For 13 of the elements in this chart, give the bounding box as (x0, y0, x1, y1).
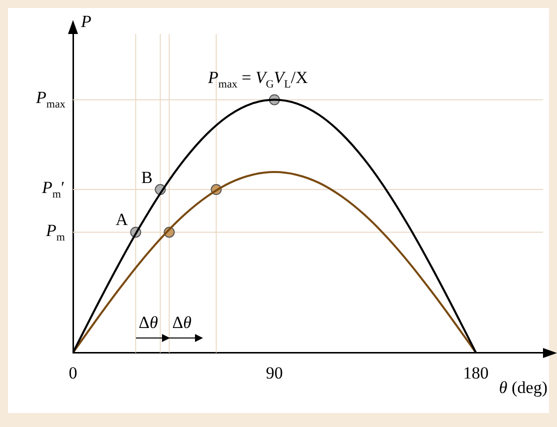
annotation: A (116, 210, 128, 230)
ref-line-label: P$_{max}$ (36, 88, 66, 111)
x-tick-label: 90 (266, 363, 283, 382)
ref-line-label: P$_{m}$ (46, 220, 65, 244)
annotation: B (141, 168, 153, 186)
y-axis-title: P (81, 12, 92, 31)
annotation: Δθ (138, 313, 158, 332)
x-axis-title: θ (deg) (499, 378, 548, 397)
x-tick-label: 0 (68, 363, 78, 382)
x-tick-label: 180 (463, 363, 489, 382)
chart-title: P$_{max}$ = V$_{G}$V$_{L}$/X (208, 68, 308, 90)
annotation: Δθ (172, 313, 192, 332)
ref-line-label: P$_{m}$′ (42, 178, 65, 200)
